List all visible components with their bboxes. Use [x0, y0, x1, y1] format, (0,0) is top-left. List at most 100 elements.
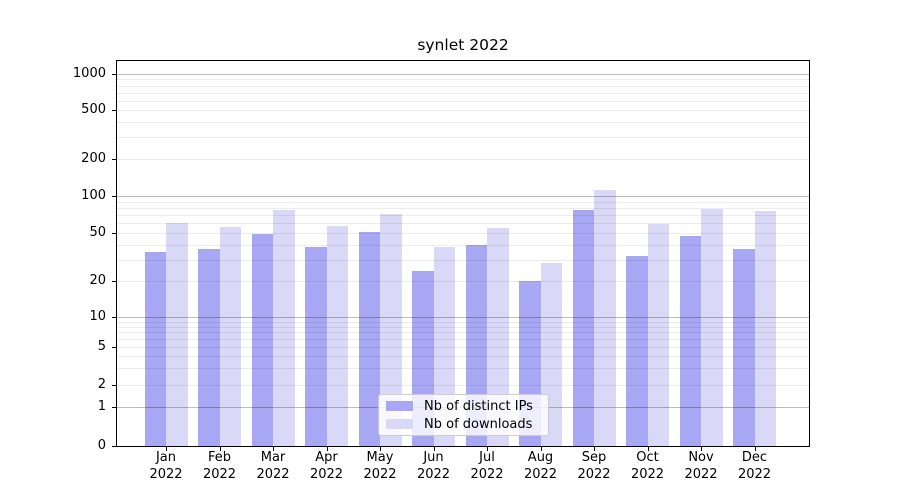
y-gridline-minor-500	[117, 110, 809, 111]
bar-nb-of-distinct-ips-jan	[144, 251, 166, 446]
y-gridline-minor-5	[117, 347, 809, 348]
y-gridline-minor-900	[117, 79, 809, 80]
y-tick-mark-0	[112, 446, 116, 447]
x-tick-mark-jan	[166, 447, 167, 451]
x-tick-month-jan: Jan	[155, 450, 177, 465]
x-tick-month-sep: Sep	[581, 450, 607, 465]
chart-title: synlet 2022	[417, 36, 509, 54]
x-tick-label-may: May 2022	[348, 450, 412, 483]
x-tick-label-oct: Oct 2022	[616, 450, 680, 483]
x-tick-month-mar: Mar	[260, 450, 286, 465]
x-tick-mark-may	[380, 447, 381, 451]
y-tick-mark-200	[112, 159, 116, 160]
x-tick-mark-dec	[754, 447, 756, 451]
x-tick-year-may: 2022	[363, 466, 397, 482]
bar-nb-of-distinct-ips-may	[358, 231, 380, 446]
x-tick-year-jul: 2022	[470, 466, 504, 482]
x-tick-mark-oct	[647, 447, 649, 451]
y-gridline-major-100	[117, 196, 809, 197]
bar-nb-of-downloads-apr	[326, 226, 348, 446]
y-tick-mark-10	[112, 317, 116, 318]
x-tick-mark-jul	[487, 447, 488, 451]
x-tick-month-nov: Nov	[688, 450, 714, 465]
legend-item-1: Nb of downloads	[379, 415, 548, 433]
bar-nb-of-downloads-feb	[219, 226, 241, 446]
y-gridline-minor-700	[117, 93, 809, 94]
y-tick-label-0: 0	[97, 438, 106, 453]
y-gridline-minor-4	[117, 356, 809, 357]
y-tick-mark-1	[112, 407, 116, 408]
bar-nb-of-distinct-ips-sep	[572, 209, 594, 446]
y-gridline-minor-7	[117, 332, 809, 333]
x-tick-year-jan: 2022	[149, 466, 183, 482]
y-gridline-minor-200	[117, 159, 809, 160]
y-tick-mark-100	[112, 196, 116, 197]
bar-nb-of-downloads-jan	[166, 223, 188, 446]
plot-area: Nb of distinct IPs Nb of downloads	[116, 60, 810, 447]
x-tick-year-sep: 2022	[577, 466, 611, 482]
y-tick-mark-1000	[112, 74, 116, 75]
x-tick-label-feb: Feb 2022	[188, 450, 252, 483]
x-tick-month-oct: Oct	[636, 450, 659, 465]
y-tick-mark-20	[112, 281, 116, 282]
bar-nb-of-downloads-may	[380, 213, 402, 446]
x-tick-year-nov: 2022	[684, 466, 718, 482]
x-tick-label-mar: Mar 2022	[241, 450, 305, 483]
y-gridline-major-1000	[117, 74, 809, 75]
x-tick-mark-jun	[433, 447, 435, 451]
x-tick-month-jun: Jun	[423, 450, 444, 465]
legend-label-1: Nb of downloads	[424, 416, 533, 432]
x-tick-year-mar: 2022	[256, 466, 290, 482]
bar-nb-of-distinct-ips-dec	[733, 248, 755, 446]
y-tick-label-200: 200	[81, 151, 106, 166]
y-tick-label-20: 20	[89, 273, 106, 288]
y-tick-label-500: 500	[81, 102, 106, 117]
y-tick-label-1: 1	[97, 399, 106, 414]
legend-swatch-nb-of-distinct-ips	[386, 401, 413, 411]
y-tick-label-2: 2	[97, 377, 106, 392]
x-tick-mark-sep	[594, 447, 595, 451]
y-tick-label-5: 5	[97, 339, 106, 354]
x-tick-mark-apr	[326, 447, 328, 451]
x-tick-month-may: May	[366, 450, 394, 465]
x-tick-mark-mar	[273, 447, 274, 451]
x-tick-mark-aug	[540, 447, 542, 451]
y-gridline-minor-20	[117, 281, 809, 282]
y-gridline-minor-400	[117, 122, 809, 123]
grid-layer	[117, 61, 809, 446]
x-tick-year-apr: 2022	[309, 466, 344, 482]
y-tick-mark-50	[112, 233, 116, 234]
bar-nb-of-downloads-oct	[647, 224, 669, 446]
y-gridline-minor-3	[117, 368, 809, 369]
x-tick-label-jul: Jul 2022	[455, 450, 519, 483]
bar-nb-of-distinct-ips-oct	[626, 256, 648, 446]
y-gridline-minor-40	[117, 245, 809, 246]
bar-nb-of-downloads-nov	[701, 209, 723, 446]
y-gridline-minor-30	[117, 260, 809, 261]
x-tick-label-apr: Apr 2022	[295, 450, 359, 483]
y-tick-label-10: 10	[89, 309, 106, 324]
x-tick-year-dec: 2022	[737, 466, 772, 482]
bar-nb-of-distinct-ips-nov	[679, 236, 701, 446]
bar-nb-of-distinct-ips-mar	[251, 234, 273, 446]
x-tick-label-jan: Jan 2022	[134, 450, 198, 483]
x-tick-mark-nov	[701, 447, 702, 451]
x-tick-month-aug: Aug	[527, 450, 554, 465]
x-tick-year-jun: 2022	[416, 466, 451, 482]
bar-nb-of-distinct-ips-apr	[305, 247, 327, 446]
y-tick-label-50: 50	[89, 225, 106, 240]
y-gridline-minor-600	[117, 101, 809, 102]
y-gridline-minor-8	[117, 327, 809, 328]
x-tick-year-oct: 2022	[630, 466, 665, 482]
x-tick-label-dec: Dec 2022	[723, 450, 787, 483]
x-tick-month-dec: Dec	[741, 450, 768, 465]
y-gridline-minor-2	[117, 385, 809, 386]
y-gridline-minor-800	[117, 86, 809, 87]
x-tick-label-jun: Jun 2022	[402, 450, 466, 483]
y-tick-label-1000: 1000	[72, 66, 106, 81]
y-tick-mark-2	[112, 385, 116, 386]
bar-nb-of-downloads-jul	[487, 227, 509, 446]
legend-item-0: Nb of distinct IPs	[379, 397, 548, 415]
bar-nb-of-downloads-dec	[754, 211, 776, 446]
x-tick-month-apr: Apr	[315, 450, 338, 465]
